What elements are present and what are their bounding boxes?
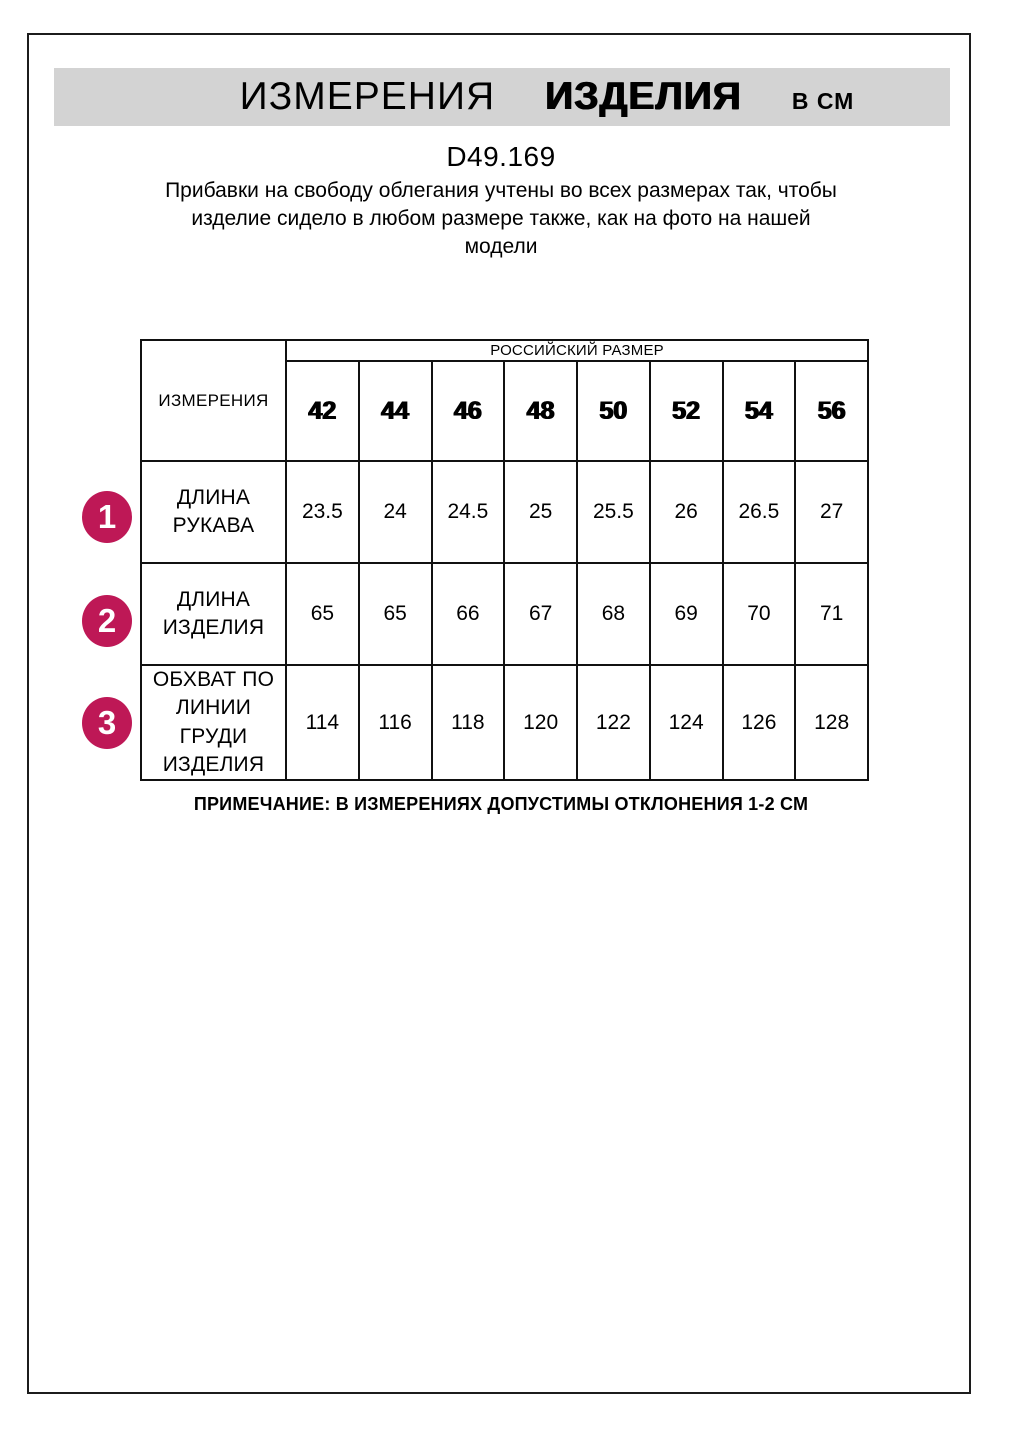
measurement-value: 25 bbox=[503, 460, 578, 564]
table-corner-label: ИЗМЕРЕНИЯ bbox=[140, 339, 287, 462]
size-column-header: 42 bbox=[285, 360, 360, 462]
measurement-value: 116 bbox=[357, 663, 433, 782]
size-group-row: ИЗМЕРЕНИЯ РОССИЙСКИЙ РАЗМЕР bbox=[140, 339, 870, 462]
measurement-value: 65 bbox=[357, 562, 433, 666]
header-title-units: В СМ bbox=[791, 88, 855, 114]
row-number-badge-2: 2 bbox=[82, 595, 132, 647]
row-label: ОБХВАТ ПО ЛИНИИ ГРУДИ ИЗДЕЛИЯ bbox=[140, 663, 287, 782]
measurement-value: 26.5 bbox=[721, 460, 797, 564]
measurement-value: 71 bbox=[794, 562, 870, 666]
measurement-value: 128 bbox=[794, 663, 870, 782]
description-text: Прибавки на свободу облегания учтены во … bbox=[165, 179, 837, 258]
row-number-badge-1: 1 bbox=[82, 491, 132, 543]
measurement-value: 25.5 bbox=[576, 460, 651, 564]
table-row-item-length: ДЛИНА ИЗДЕЛИЯ 65 65 66 67 68 69 70 71 bbox=[140, 562, 870, 666]
size-column-header: 56 bbox=[794, 360, 870, 462]
size-header-row: 42 44 46 48 50 52 54 56 bbox=[141, 360, 870, 462]
header-title-measurements: ИЗМЕРЕНИЯ bbox=[239, 75, 496, 118]
measurement-value: 120 bbox=[503, 663, 578, 782]
size-table: ИЗМЕРЕНИЯ РОССИЙСКИЙ РАЗМЕР 42 44 46 48 … bbox=[140, 339, 870, 782]
table-row-chest-girth: ОБХВАТ ПО ЛИНИИ ГРУДИ ИЗДЕЛИЯ 114 116 11… bbox=[140, 663, 870, 782]
measurement-value: 122 bbox=[576, 663, 651, 782]
header-title-item: ИЗДЕЛИЯ bbox=[545, 75, 742, 118]
measurement-value: 27 bbox=[794, 460, 870, 564]
row-label: ДЛИНА РУКАВА bbox=[140, 460, 287, 564]
size-column-header: 44 bbox=[357, 360, 433, 462]
table-row-sleeve-length: ДЛИНА РУКАВА 23.5 24 24.5 25 25.5 26 26.… bbox=[140, 460, 870, 564]
size-column-header: 54 bbox=[721, 360, 797, 462]
measurement-value: 118 bbox=[430, 663, 506, 782]
row-number-badge-3: 3 bbox=[82, 697, 132, 749]
measurement-value: 126 bbox=[721, 663, 797, 782]
header-bar: ИЗМЕРЕНИЯ ИЗДЕЛИЯ В СМ bbox=[54, 68, 950, 126]
note-text: ПРИМЕЧАНИЕ: В ИЗМЕРЕНИЯХ ДОПУСТИМЫ ОТКЛО… bbox=[193, 794, 809, 814]
page-border bbox=[27, 33, 971, 1394]
measurement-value: 66 bbox=[430, 562, 506, 666]
size-column-header: 52 bbox=[648, 360, 724, 462]
measurement-value: 68 bbox=[576, 562, 651, 666]
row-label: ДЛИНА ИЗДЕЛИЯ bbox=[140, 562, 287, 666]
size-column-header: 46 bbox=[430, 360, 506, 462]
size-group-header: РОССИЙСКИЙ РАЗМЕР bbox=[284, 339, 870, 362]
measurement-value: 70 bbox=[721, 562, 797, 666]
measurement-value: 69 bbox=[648, 562, 724, 666]
measurement-value: 114 bbox=[285, 663, 360, 782]
measurement-value: 23.5 bbox=[285, 460, 360, 564]
measurement-value: 67 bbox=[503, 562, 578, 666]
measurement-value: 124 bbox=[648, 663, 724, 782]
product-code: D49.169 bbox=[446, 141, 556, 172]
measurement-value: 26 bbox=[648, 460, 724, 564]
measurement-value: 24.5 bbox=[430, 460, 506, 564]
measurement-value: 24 bbox=[357, 460, 433, 564]
size-column-header: 48 bbox=[503, 360, 578, 462]
measurement-value: 65 bbox=[285, 562, 360, 666]
size-column-header: 50 bbox=[576, 360, 651, 462]
